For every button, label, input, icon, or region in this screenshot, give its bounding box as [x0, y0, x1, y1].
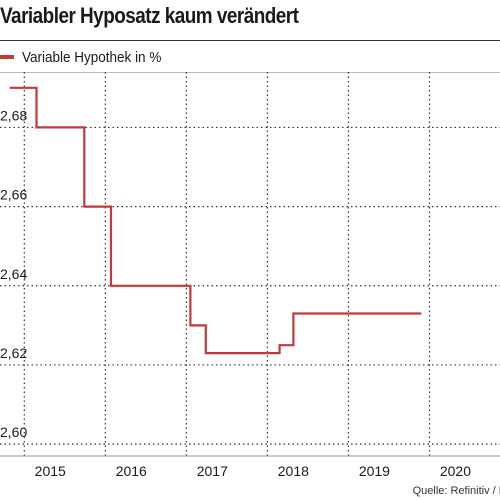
x-tick-label: 2019: [359, 463, 390, 479]
x-tick-label: 2020: [440, 463, 471, 479]
y-tick-label: 2,66: [0, 187, 27, 203]
legend-label: Variable Hypothek in %: [22, 48, 162, 66]
y-tick-label: 2,68: [0, 107, 27, 123]
source-note: Quelle: Refinitiv / FuW: [412, 485, 500, 497]
series-layer: [9, 86, 422, 355]
x-tick-label: 2015: [35, 463, 66, 479]
series-line: [9, 86, 422, 355]
y-tick-label: 2,60: [0, 424, 27, 440]
chart-title: Variabler Hyposatz kaum verändert: [0, 3, 299, 28]
grid: [0, 72, 500, 456]
legend: Variable Hypothek in %: [0, 47, 177, 67]
x-tick-label: 2016: [116, 463, 147, 479]
tick-labels: 2,60 2,62 2,64 2,66 2,68 2015 2016 2017 2018 2019…: [0, 107, 471, 479]
y-tick-label: 2,62: [0, 345, 27, 361]
y-tick-label: 2,64: [0, 266, 27, 282]
x-tick-label: 2017: [197, 463, 228, 479]
legend-divider: [0, 72, 500, 73]
legend-swatch: [0, 55, 14, 59]
title-divider: [0, 40, 500, 41]
x-tick-label: 2018: [278, 463, 309, 479]
